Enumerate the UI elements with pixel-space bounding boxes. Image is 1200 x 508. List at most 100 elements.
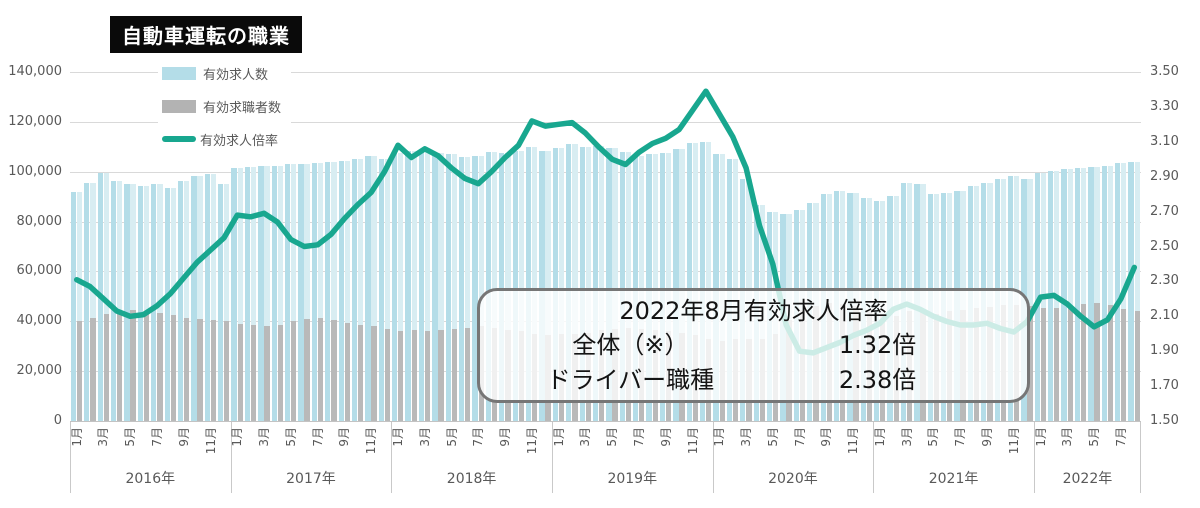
openings-bar: [405, 150, 411, 421]
seekers-bar: [277, 325, 283, 421]
month-tick-label: 7月: [631, 427, 646, 447]
month-tick-label: 1月: [230, 427, 245, 447]
seekers-bar: [371, 326, 377, 421]
month-tick-label: 3月: [578, 427, 593, 447]
openings-bar: [646, 154, 652, 421]
openings-bar-pale: [103, 173, 109, 421]
openings-bar-pale: [545, 150, 551, 421]
month-tick-label: 11月: [1006, 427, 1021, 455]
year-label: 2018年: [446, 471, 497, 487]
legend-item-seekers: 有効求職者数: [162, 95, 281, 117]
year-label: 2021年: [928, 471, 979, 487]
openings-bar-pale: [1080, 168, 1087, 421]
month-tick-label: 7月: [310, 427, 325, 447]
openings-bar: [700, 141, 706, 421]
month-tick-label: 1月: [390, 427, 405, 447]
gridline: [70, 221, 1141, 223]
openings-bar: [418, 151, 425, 421]
openings-bar: [285, 164, 291, 421]
seekers-bar: [384, 328, 391, 421]
openings-bar: [151, 184, 157, 421]
seekers-bar: [291, 321, 297, 421]
gridline: [70, 171, 1141, 173]
legend-item-openings: 有効求人数: [162, 62, 281, 84]
seekers-bar: [130, 310, 136, 421]
month-tick-label: 5月: [444, 427, 459, 447]
openings-bar: [365, 155, 371, 421]
month-tick-label: 7月: [471, 427, 486, 447]
annotation-label: ドライバー職種: [546, 366, 715, 394]
seekers-bar: [438, 330, 444, 421]
openings-bar-pale: [143, 186, 150, 421]
month-tick-label: 7月: [150, 427, 165, 447]
openings-bar-pale: [451, 154, 458, 421]
openings-swatch-icon: [162, 66, 196, 80]
legend-label: 有効求人数: [203, 67, 269, 83]
year-label: 2016年: [125, 471, 176, 487]
month-tick-label: 7月: [792, 427, 807, 447]
openings-bar-pale: [224, 184, 230, 421]
right-axis-tick: 2.70: [1150, 203, 1179, 219]
month-tick-label: 5月: [926, 427, 941, 447]
openings-bar: [1128, 161, 1134, 421]
openings-bar-pale: [317, 163, 324, 421]
month-tick-label: 9月: [337, 427, 352, 447]
seekers-bar: [210, 320, 217, 421]
openings-bar: [70, 191, 77, 421]
month-tick-label: 7月: [953, 427, 968, 447]
year-separator: [551, 422, 553, 493]
openings-bar-pale: [706, 141, 712, 421]
left-axis-tick: 100,000: [8, 163, 62, 179]
openings-bar: [659, 153, 666, 421]
openings-bar: [231, 168, 237, 421]
openings-bar-pale: [237, 168, 243, 421]
openings-bar: [539, 150, 545, 421]
openings-bar-pale: [719, 154, 725, 421]
ratio-line-swatch-icon: [162, 136, 196, 142]
openings-bar: [1061, 169, 1067, 421]
openings-bar-pale: [532, 146, 538, 421]
openings-bar-pale: [572, 144, 578, 421]
openings-bar: [164, 188, 170, 421]
right-axis-tick: 3.30: [1150, 98, 1179, 114]
legend-label: 有効求職者数: [203, 100, 282, 116]
month-tick-label: 5月: [123, 427, 138, 447]
annotation-title: 2022年8月有効求人倍率: [619, 297, 888, 325]
openings-bar: [137, 186, 144, 421]
openings-bar-pale: [210, 174, 217, 421]
year-separator: [230, 422, 232, 493]
year-separator: [1033, 422, 1035, 493]
month-tick-label: 9月: [980, 427, 995, 447]
openings-bar: [1088, 166, 1094, 421]
month-tick-label: 5月: [1087, 427, 1102, 447]
legend-item-ratio: 有効求人倍率: [162, 128, 281, 150]
openings-bar-pale: [411, 150, 417, 421]
month-tick-label: 1月: [1033, 427, 1048, 447]
month-tick-label: 3月: [257, 427, 272, 447]
seekers-bar: [451, 328, 458, 421]
openings-bar-pale: [291, 164, 297, 421]
year-separator: [1140, 422, 1141, 493]
openings-bar: [191, 176, 197, 421]
openings-bar-pale: [625, 151, 632, 421]
month-tick-label: 11月: [846, 427, 861, 455]
openings-bar-pale: [358, 159, 364, 421]
openings-bar-pale: [264, 165, 270, 421]
right-axis-tick: 2.90: [1150, 168, 1179, 184]
openings-bar: [592, 145, 599, 421]
openings-bar-pale: [331, 161, 337, 421]
gridline: [70, 121, 1141, 123]
year-separator: [712, 422, 714, 493]
seekers-bar: [465, 327, 471, 421]
openings-bar: [459, 156, 465, 421]
openings-bar-pale: [558, 148, 565, 421]
openings-bar-pale: [398, 153, 404, 421]
openings-bar-pale: [117, 181, 123, 421]
left-axis-tick: 20,000: [16, 363, 63, 379]
seekers-bar: [317, 317, 324, 421]
year-separator: [70, 422, 71, 493]
openings-bar: [606, 148, 612, 421]
openings-bar-pale: [1107, 165, 1114, 421]
seekers-bar: [344, 322, 350, 421]
